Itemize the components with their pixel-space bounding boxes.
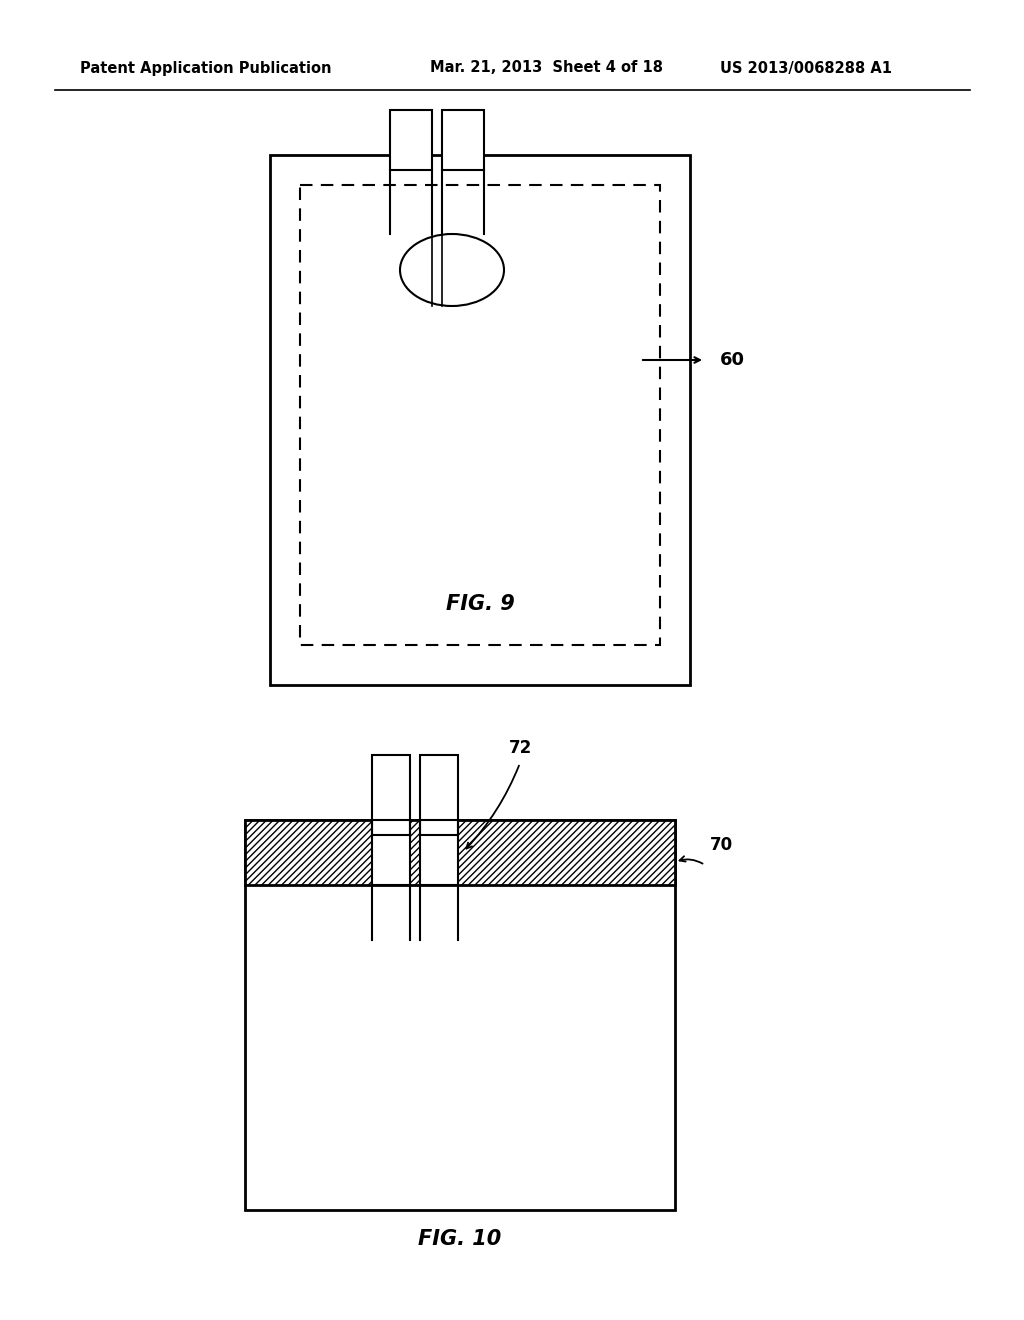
Bar xyxy=(420,820,458,884)
Text: FIG. 9: FIG. 9 xyxy=(445,594,514,614)
Bar xyxy=(390,110,432,170)
Bar xyxy=(372,820,410,884)
Text: Patent Application Publication: Patent Application Publication xyxy=(80,61,332,75)
Bar xyxy=(442,110,484,170)
Text: US 2013/0068288 A1: US 2013/0068288 A1 xyxy=(720,61,892,75)
Bar xyxy=(420,820,458,884)
Ellipse shape xyxy=(400,234,504,306)
Bar xyxy=(245,820,675,1210)
Text: 72: 72 xyxy=(508,739,531,756)
Bar xyxy=(270,154,690,685)
Text: Mar. 21, 2013  Sheet 4 of 18: Mar. 21, 2013 Sheet 4 of 18 xyxy=(430,61,663,75)
Text: 60: 60 xyxy=(720,351,745,370)
Text: 70: 70 xyxy=(710,836,733,854)
Bar xyxy=(372,820,410,884)
Bar xyxy=(420,755,458,836)
Bar xyxy=(245,820,675,884)
Bar xyxy=(372,755,410,836)
Bar xyxy=(300,185,660,645)
Text: FIG. 10: FIG. 10 xyxy=(419,1229,502,1249)
